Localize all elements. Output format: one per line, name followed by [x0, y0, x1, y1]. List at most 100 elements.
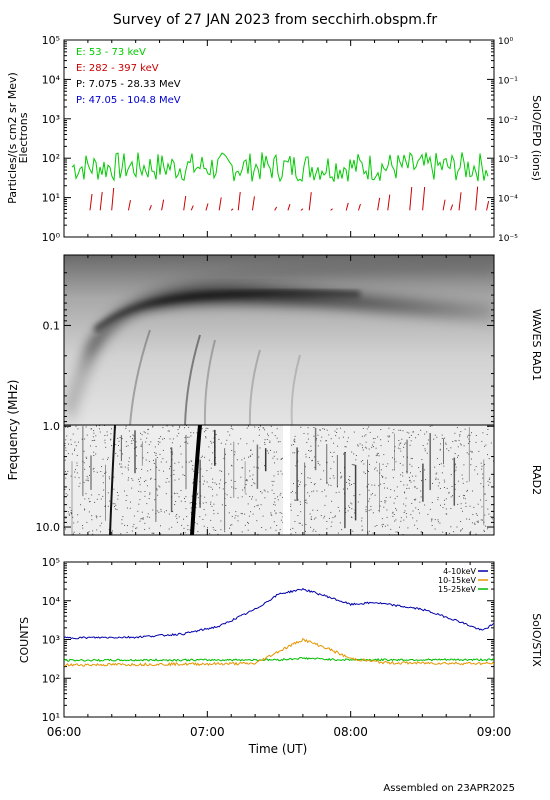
rad2-pixel	[341, 475, 343, 477]
rad2-pixel	[91, 440, 93, 442]
rad2-pixel	[257, 533, 259, 535]
rad2-pixel	[394, 446, 396, 448]
rad2-pixel	[277, 441, 279, 443]
rad2-pixel	[480, 519, 482, 521]
rad2-pixel	[147, 428, 149, 430]
rad2-pixel	[279, 441, 281, 443]
rad2-pixel	[386, 516, 388, 518]
rad2-pixel	[330, 525, 332, 527]
rad2-pixel	[294, 435, 296, 437]
rad2-pixel	[460, 431, 462, 433]
rad2-pixel	[174, 479, 176, 481]
rad2-pixel	[482, 486, 484, 488]
rad2-pixel	[405, 513, 407, 515]
rad2-pixel	[361, 435, 363, 437]
epd-e-high-mark	[274, 206, 278, 211]
rad2-pixel	[439, 464, 440, 465]
rad2-pixel	[487, 508, 489, 510]
rad2-pixel	[355, 455, 357, 456]
rad2-pixel	[308, 450, 310, 451]
rad2-pixel	[402, 430, 404, 432]
rad2-pixel	[380, 445, 382, 447]
rad2-pixel	[275, 512, 277, 514]
rad2-pixel	[65, 471, 66, 473]
rad2-pixel	[264, 444, 266, 445]
rad2-pixel	[323, 517, 325, 519]
rad2-pixel	[254, 426, 256, 428]
rad2-pixel	[374, 494, 376, 496]
rad2-pixel	[140, 491, 142, 493]
rad2-pixel	[163, 470, 164, 472]
rad2-pixel	[314, 518, 315, 520]
rad2-pixel	[348, 479, 350, 480]
rad2-pixel	[325, 440, 327, 442]
rad2-pixel	[408, 487, 410, 489]
rad2-pixel	[150, 477, 152, 479]
rad2-pixel	[236, 459, 238, 461]
rad2-pixel	[472, 514, 474, 515]
rad2-pixel	[258, 467, 259, 469]
rad2-pixel	[304, 502, 306, 503]
rad2-pixel	[298, 522, 300, 524]
rad2-data-gap	[283, 425, 290, 535]
rad2-pixel	[232, 428, 234, 430]
rad2-pixel	[150, 478, 151, 480]
epd-e-high-mark	[111, 187, 115, 211]
rad2-pixel	[411, 502, 413, 504]
rad2-pixel	[368, 509, 370, 511]
rad2-pixel	[261, 492, 263, 494]
rad2-pixel	[393, 469, 395, 471]
rad2-pixel	[70, 475, 72, 477]
rad2-pixel	[433, 438, 435, 440]
rad2-pixel	[282, 496, 284, 498]
rad2-pixel	[365, 511, 367, 513]
rad2-pixel	[478, 450, 480, 452]
rad2-pixel	[99, 428, 100, 430]
rad2-pixel	[144, 529, 146, 530]
rad2-pixel	[254, 506, 256, 508]
rad2-pixel	[251, 453, 253, 455]
rad2-pixel	[213, 509, 215, 511]
rad2-pixel	[64, 442, 66, 444]
rad2-pixel	[105, 446, 107, 448]
rad2-pixel	[138, 478, 140, 480]
rad2-pixel	[72, 433, 74, 435]
epd-legend-e-high: E: 282 - 397 keV	[76, 63, 159, 74]
rad2-pixel	[477, 473, 478, 475]
rad2-pixel	[133, 515, 135, 517]
rad2-pixel	[78, 485, 80, 487]
rad2-pixel	[357, 445, 359, 447]
rad2-pixel	[368, 426, 370, 428]
rad2-pixel	[395, 519, 397, 521]
rad2-pixel	[256, 505, 258, 507]
epd-e-high-mark	[330, 208, 333, 211]
rad2-pixel	[361, 525, 363, 527]
rad2-pixel	[66, 473, 68, 475]
rad2-pixel	[419, 512, 420, 514]
rad2-pixel	[453, 531, 455, 533]
rad2-pixel	[110, 531, 112, 533]
rad2-pixel	[248, 456, 249, 458]
rad2-pixel	[373, 446, 374, 448]
rad2-pixel	[394, 520, 396, 522]
rad2-pixel	[125, 445, 127, 447]
rad2-pixel	[272, 484, 274, 486]
rad2-pixel	[107, 505, 109, 507]
rad2-pixel	[185, 508, 187, 510]
rad2-pixel	[251, 485, 253, 487]
rad2-pixel	[164, 511, 165, 513]
rad2-pixel	[89, 501, 90, 503]
rad1-streak	[203, 339, 216, 425]
y-tick-label: 10⁵	[42, 34, 60, 47]
rad2-pixel	[126, 507, 128, 509]
rad2-pixel	[424, 469, 426, 471]
rad2-pixel	[111, 445, 113, 447]
rad2-pixel	[437, 519, 439, 521]
rad2-pixel	[444, 499, 445, 501]
rad2-pixel	[372, 512, 374, 514]
rad2-pixel	[297, 499, 299, 501]
rad2-pixel	[467, 489, 468, 491]
rad2-pixel	[487, 454, 488, 456]
rad2-pixel	[74, 448, 76, 450]
